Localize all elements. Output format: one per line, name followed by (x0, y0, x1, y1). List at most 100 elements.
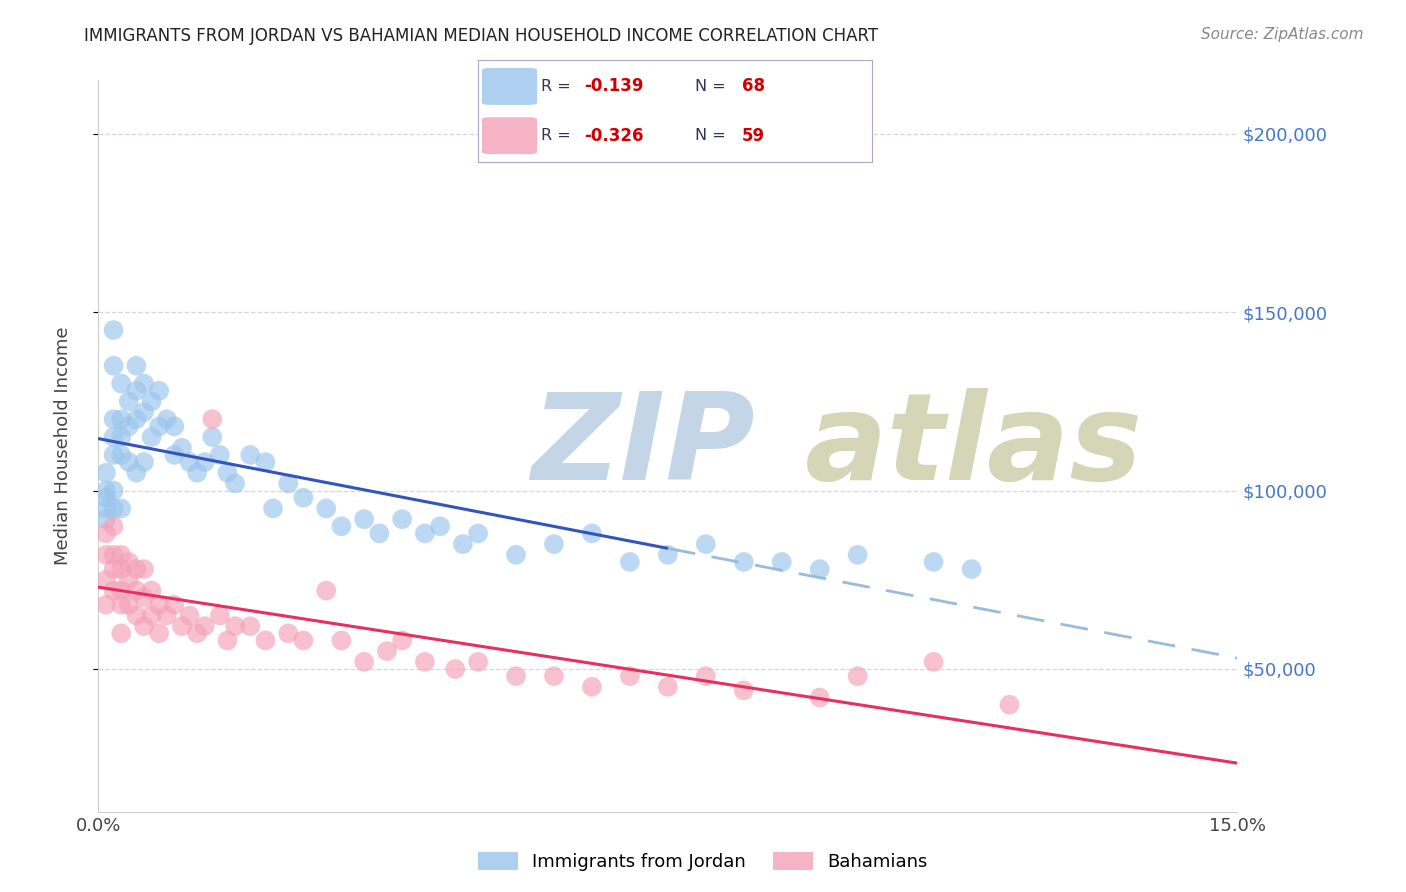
Point (94, 501, 117, 516)
FancyBboxPatch shape (482, 117, 537, 154)
Point (103, 583, 125, 598)
Text: 59: 59 (742, 127, 765, 145)
Point (208, 448, 231, 462)
Point (619, 669, 641, 683)
Point (846, 669, 869, 683)
Point (110, 430, 132, 444)
Point (132, 562, 155, 576)
Point (156, 608, 179, 623)
Text: R =: R = (541, 128, 576, 144)
Point (413, 526, 436, 541)
Point (103, 430, 125, 444)
Point (277, 476, 299, 491)
Point (179, 608, 201, 623)
Point (619, 555, 641, 569)
Text: ZIP: ZIP (531, 387, 755, 505)
Point (543, 537, 565, 551)
Point (998, 698, 1021, 712)
Point (960, 562, 983, 576)
Point (94, 483, 117, 498)
Point (163, 448, 186, 462)
Point (94, 491, 117, 505)
Point (163, 419, 186, 434)
Point (194, 455, 217, 469)
Text: R =: R = (541, 78, 576, 94)
Point (170, 441, 193, 455)
Point (368, 526, 391, 541)
Point (292, 633, 315, 648)
Point (118, 573, 141, 587)
Point (179, 455, 201, 469)
Point (148, 384, 170, 398)
Point (103, 323, 125, 337)
Point (444, 662, 467, 676)
Point (315, 501, 337, 516)
Point (201, 412, 224, 426)
Point (94, 466, 117, 480)
Point (118, 419, 141, 434)
Point (254, 455, 277, 469)
Point (125, 608, 148, 623)
Point (239, 448, 262, 462)
Point (922, 655, 945, 669)
Point (224, 476, 246, 491)
Point (103, 359, 125, 373)
Point (217, 466, 239, 480)
Point (695, 669, 717, 683)
Point (163, 598, 186, 612)
Text: -0.326: -0.326 (585, 127, 644, 145)
Point (695, 537, 717, 551)
Point (110, 412, 132, 426)
Point (125, 384, 148, 398)
Text: atlas: atlas (804, 387, 1143, 505)
Point (375, 644, 398, 658)
Point (110, 562, 132, 576)
Point (254, 633, 277, 648)
Point (239, 619, 262, 633)
Point (125, 412, 148, 426)
Point (132, 405, 155, 419)
Point (110, 548, 132, 562)
Point (132, 619, 155, 633)
Point (103, 562, 125, 576)
Point (94, 573, 117, 587)
Point (141, 394, 163, 409)
Point (277, 626, 299, 640)
Point (118, 455, 141, 469)
Point (186, 626, 208, 640)
Y-axis label: Median Household Income: Median Household Income (53, 326, 72, 566)
Point (132, 591, 155, 605)
Point (103, 519, 125, 533)
Point (148, 598, 170, 612)
Point (141, 583, 163, 598)
Legend: Immigrants from Jordan, Bahamians: Immigrants from Jordan, Bahamians (471, 845, 935, 879)
Point (413, 655, 436, 669)
Point (125, 583, 148, 598)
Point (156, 412, 179, 426)
Point (505, 669, 527, 683)
Point (391, 633, 413, 648)
Point (118, 394, 141, 409)
Point (292, 491, 315, 505)
Point (657, 548, 679, 562)
Point (315, 583, 337, 598)
Point (808, 690, 831, 705)
Point (186, 466, 208, 480)
Point (391, 512, 413, 526)
Point (94, 526, 117, 541)
Point (581, 526, 603, 541)
Point (657, 680, 679, 694)
FancyBboxPatch shape (482, 68, 537, 105)
Point (110, 598, 132, 612)
Point (103, 483, 125, 498)
Point (110, 501, 132, 516)
Point (125, 466, 148, 480)
Point (118, 598, 141, 612)
Point (132, 455, 155, 469)
Point (94, 512, 117, 526)
Point (262, 501, 284, 516)
Point (846, 548, 869, 562)
Text: N =: N = (695, 128, 731, 144)
Point (110, 583, 132, 598)
Point (201, 430, 224, 444)
